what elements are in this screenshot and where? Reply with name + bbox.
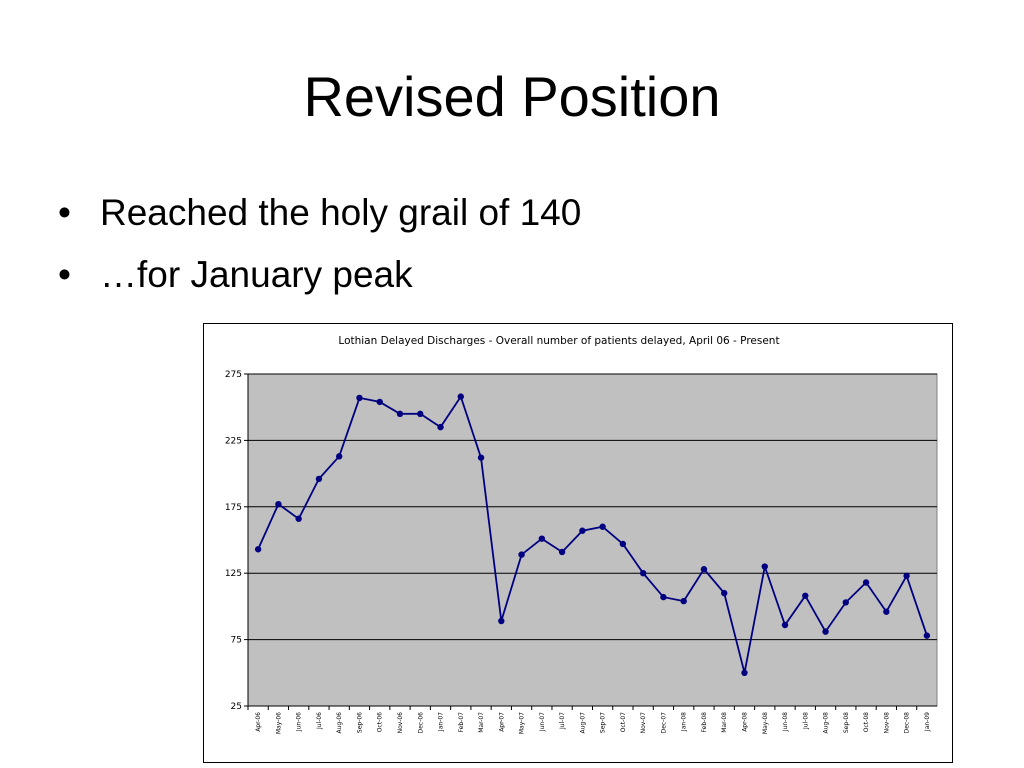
data-point [639, 570, 647, 577]
bullet-item: • Reached the holy grail of 140 [58, 190, 581, 252]
x-tick-label: Jun-06 [296, 712, 303, 732]
x-tick-label: Apr-06 [255, 712, 262, 732]
data-point [538, 535, 546, 542]
data-point [437, 423, 444, 431]
x-tick-label: Aug-07 [579, 712, 586, 734]
x-tick-label: Apr-07 [498, 712, 505, 732]
data-point [376, 398, 383, 406]
x-tick-label: Sep-07 [600, 712, 607, 733]
x-tick-label: Jan-09 [924, 712, 931, 732]
data-point [923, 632, 931, 639]
x-tick-label: May-07 [519, 712, 526, 734]
y-tick-label: 125 [225, 569, 242, 579]
data-point [700, 566, 708, 573]
x-tick-label: Dec-07 [660, 712, 667, 734]
chart-container: Lothian Delayed Discharges - Overall num… [203, 323, 953, 763]
x-tick-label: Apr-08 [741, 712, 748, 732]
x-tick-label: Jan-07 [438, 712, 445, 732]
data-point [275, 500, 282, 508]
y-tick-label: 275 [225, 370, 242, 380]
x-tick-label: Jan-08 [681, 712, 688, 732]
series-line [257, 394, 928, 674]
data-point [498, 617, 505, 625]
x-tick-label: Feb-07 [458, 712, 465, 733]
data-point [356, 394, 363, 402]
data-point [396, 410, 404, 418]
data-point [558, 548, 566, 556]
x-tick-label: Jul-08 [802, 712, 809, 730]
slide-title: Revised Position [303, 65, 721, 128]
plot-area: 25 75 125 175 225 275 Apr-06 May-06 Jun-06 Jul-06… [225, 370, 938, 734]
x-tick-label: Dec-06 [417, 712, 424, 734]
data-point [599, 523, 606, 530]
x-tick-label: Jun-07 [539, 712, 546, 732]
bullet-text: Reached the holy grail of 140 [100, 192, 582, 233]
bullet-list: • Reached the holy grail of 140 • …for J… [58, 190, 581, 314]
x-tick-label: Sep-08 [843, 712, 850, 733]
data-point [315, 475, 323, 483]
data-point [619, 540, 627, 548]
x-tick-label: Dec-08 [904, 712, 911, 734]
y-tick-label: 75 [231, 636, 242, 646]
data-point [883, 608, 890, 615]
y-tick-label: 25 [231, 702, 242, 712]
bullet-text: …for January peak [100, 254, 413, 295]
data-point [518, 551, 525, 558]
line-chart: Lothian Delayed Discharges - Overall num… [225, 335, 938, 734]
data-point [741, 669, 748, 676]
bullet-symbol: • [58, 192, 71, 233]
x-tick-label: Sep-06 [356, 712, 363, 733]
data-point [781, 621, 789, 629]
data-point [457, 393, 464, 400]
x-tick-label: Aug-08 [823, 712, 830, 734]
data-point [842, 599, 850, 606]
chart-title: Lothian Delayed Discharges - Overall num… [338, 335, 779, 347]
data-point [295, 515, 302, 522]
x-tick-label: May-06 [275, 712, 282, 734]
bullet-symbol: • [58, 254, 71, 295]
x-tick-label: Nov-08 [883, 712, 890, 734]
plot-background [247, 373, 938, 707]
x-tick-label: Oct-06 [377, 712, 384, 732]
bullet-item: • …for January peak [58, 252, 581, 314]
data-point [254, 546, 262, 553]
x-tick-label: Jun-08 [782, 712, 789, 732]
x-tick-label: Nov-07 [640, 712, 647, 734]
x-tick-label: Mar-07 [478, 712, 485, 733]
y-tick-label: 175 [225, 503, 242, 513]
x-tick-label: Feb-08 [701, 712, 708, 733]
data-point [721, 589, 728, 597]
x-tick-label: Jul-07 [559, 712, 566, 730]
data-point [802, 592, 809, 599]
data-point [335, 453, 343, 460]
data-point [822, 628, 829, 635]
x-tick-label: May-08 [762, 712, 769, 734]
x-tick-label: Aug-06 [336, 712, 343, 734]
x-tick-label: Oct-08 [863, 712, 870, 732]
x-tick-label: Mar-08 [721, 712, 728, 733]
data-point [660, 593, 667, 601]
data-point [903, 572, 910, 580]
data-point [417, 410, 424, 418]
data-point [862, 579, 870, 586]
x-tick-label: Nov-06 [397, 712, 404, 734]
data-point [680, 597, 687, 605]
data-point [761, 563, 768, 570]
data-point [579, 527, 586, 534]
data-point [477, 454, 485, 461]
x-tick-label: Oct-07 [620, 712, 627, 732]
y-tick-label: 225 [225, 436, 242, 446]
x-tick-label: Jul-06 [316, 712, 323, 730]
